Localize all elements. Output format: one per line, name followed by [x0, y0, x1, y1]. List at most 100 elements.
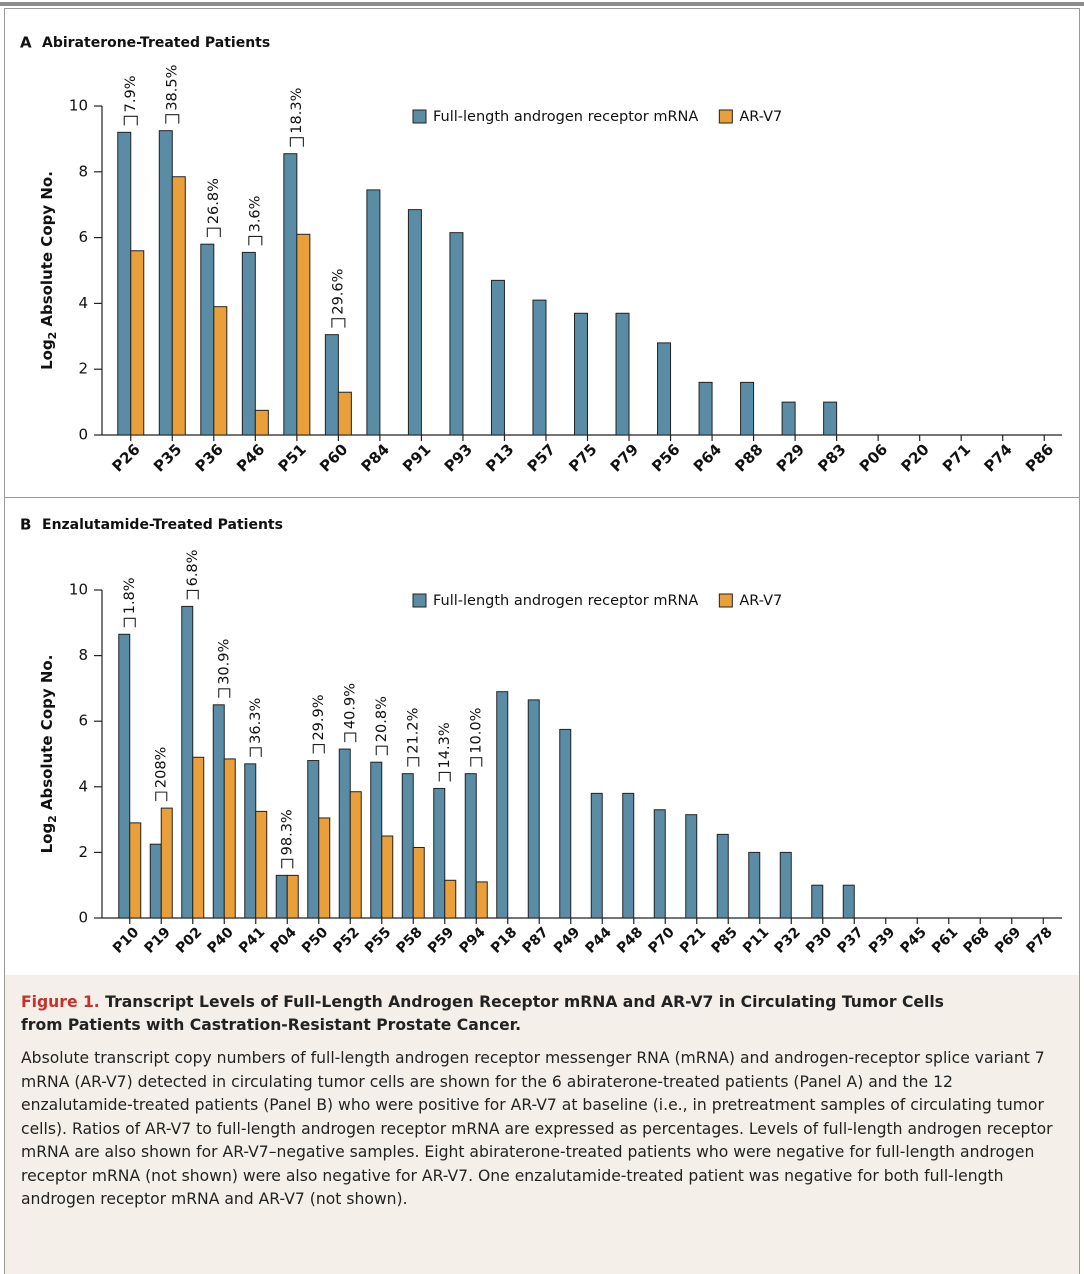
ratio-bracket: [281, 858, 294, 869]
panel-letter: B: [20, 516, 31, 534]
y-axis-label-rest: Absolute Copy No.: [38, 655, 56, 811]
bar: [740, 381, 755, 436]
ratio-label: 40.9%: [342, 683, 358, 729]
top-rule: [0, 2, 1084, 6]
ratio-label: 14.3%: [437, 722, 453, 768]
bar: [366, 189, 381, 436]
bar: [275, 874, 288, 919]
bar: [160, 807, 173, 919]
bar: [349, 791, 362, 919]
x-tick-label: P83: [814, 440, 849, 475]
y-tick-label: 0: [78, 426, 88, 444]
bar: [475, 881, 488, 919]
legend-swatch: [412, 109, 427, 124]
y-tick-label: 10: [69, 581, 88, 599]
bar: [130, 250, 145, 436]
bar: [615, 312, 630, 436]
ratio-bracket: [470, 757, 483, 767]
ratio-bracket: [331, 318, 346, 328]
x-tick-label: P57: [524, 440, 559, 475]
bar: [117, 131, 132, 436]
ratio-label: 98.3%: [279, 809, 295, 855]
x-tick-label: P51: [275, 440, 310, 475]
y-axis-label-sub: 2: [46, 332, 59, 340]
bar: [407, 209, 422, 436]
legend-label: AR-V7: [739, 109, 782, 125]
panel-title: Abiraterone-Treated Patients: [42, 35, 270, 51]
x-tick-label: P52: [331, 924, 363, 956]
ratio-label: 7.9%: [123, 75, 139, 112]
x-tick-label: P32: [772, 924, 804, 956]
bar: [149, 843, 162, 919]
bar: [590, 792, 603, 919]
ratio-bracket: [218, 688, 231, 698]
ratio-bracket: [438, 771, 451, 782]
ratio-label: 21.2%: [405, 708, 421, 754]
x-tick-label: P56: [648, 440, 683, 475]
ratio-bracket: [206, 227, 221, 238]
ratio-bracket: [155, 791, 168, 802]
bar: [716, 833, 729, 919]
y-tick-label: 6: [78, 712, 88, 730]
x-tick-label: P29: [773, 440, 808, 475]
bar: [158, 130, 173, 436]
legend-swatch: [412, 593, 427, 608]
x-tick-label: P44: [583, 924, 616, 957]
x-tick-label: P78: [1024, 924, 1056, 956]
bar: [527, 699, 540, 919]
x-tick-label: P35: [150, 440, 185, 475]
x-tick-label: P45: [898, 924, 930, 956]
bar: [118, 633, 131, 919]
ratio-label: 26.8%: [206, 178, 222, 224]
x-tick-label: P87: [520, 924, 552, 956]
x-tick-label: P39: [866, 924, 898, 956]
y-axis-label: Log2 Absolute Copy No.: [38, 655, 59, 854]
panel-title: Enzalutamide-Treated Patients: [42, 517, 283, 533]
x-tick-label: P58: [394, 924, 426, 956]
bar: [811, 884, 824, 919]
caption-title: Figure 1. Transcript Levels of Full-Leng…: [21, 991, 981, 1037]
x-tick-label: P64: [690, 440, 725, 475]
x-tick-label: P79: [607, 440, 642, 475]
bar: [496, 691, 509, 919]
x-tick-label: P75: [565, 440, 600, 475]
ratio-bracket: [344, 732, 357, 743]
bar: [622, 792, 635, 919]
figure-label: Figure 1.: [21, 993, 100, 1011]
legend-swatch: [718, 593, 733, 608]
bar: [212, 704, 225, 919]
x-tick-label: P19: [142, 924, 174, 956]
bar: [255, 810, 268, 919]
ratio-bracket: [123, 617, 136, 628]
y-axis-label: Log2 Absolute Copy No.: [38, 171, 59, 370]
ratio-bracket: [375, 745, 388, 756]
x-tick-label: P61: [929, 924, 961, 956]
x-tick-label: P10: [110, 924, 143, 957]
ratio-label: 3.6%: [247, 196, 263, 233]
bar: [223, 758, 236, 919]
caption-heading: Transcript Levels of Full-Length Androge…: [21, 993, 944, 1034]
x-tick-label: P88: [731, 440, 766, 475]
x-tick-label: P91: [399, 440, 434, 475]
ratio-bracket: [312, 744, 325, 754]
x-tick-label: P21: [677, 924, 709, 956]
y-axis-label-base: Log: [38, 823, 56, 854]
ratio-label: 30.9%: [216, 639, 232, 685]
bar: [490, 279, 505, 436]
x-tick-label: P74: [980, 440, 1015, 475]
bar: [200, 243, 215, 436]
bar: [823, 401, 838, 436]
y-tick-label: 0: [78, 909, 88, 927]
x-tick-label: P02: [173, 924, 205, 956]
x-tick-label: P41: [236, 924, 268, 956]
caption-body: Absolute transcript copy numbers of full…: [21, 1049, 1053, 1208]
y-axis-label-sub: 2: [46, 815, 59, 823]
y-tick-label: 6: [78, 228, 88, 246]
x-tick-label: P36: [192, 440, 227, 475]
bar: [283, 153, 298, 436]
bar: [781, 401, 796, 436]
x-tick-label: P40: [205, 924, 238, 957]
bar: [748, 851, 761, 919]
bar: [381, 835, 394, 919]
